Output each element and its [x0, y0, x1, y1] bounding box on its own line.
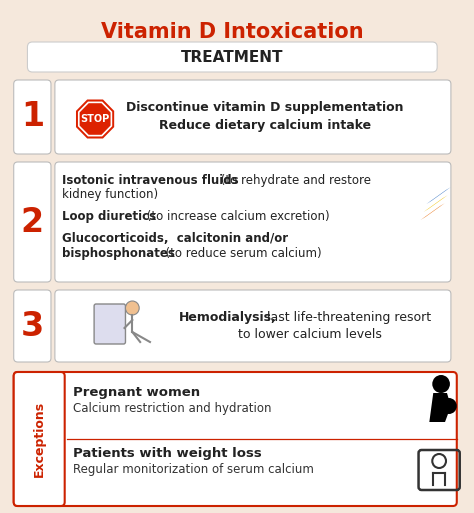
Text: 1: 1	[21, 101, 44, 133]
Text: 3: 3	[21, 309, 44, 343]
FancyBboxPatch shape	[27, 42, 437, 72]
Circle shape	[441, 398, 457, 414]
FancyBboxPatch shape	[14, 372, 457, 506]
Text: bisphosphonates: bisphosphonates	[62, 247, 174, 260]
FancyBboxPatch shape	[14, 80, 51, 154]
Text: Hemodialysis,: Hemodialysis,	[178, 310, 276, 324]
Text: Reduce dietary calcium intake: Reduce dietary calcium intake	[159, 120, 371, 132]
Polygon shape	[427, 187, 451, 204]
Text: last life-threatening resort: last life-threatening resort	[259, 310, 431, 324]
FancyBboxPatch shape	[94, 304, 126, 344]
Text: Exceptions: Exceptions	[33, 401, 46, 477]
FancyBboxPatch shape	[55, 162, 451, 282]
Text: (to increase calcium excretion): (to increase calcium excretion)	[143, 210, 330, 223]
Polygon shape	[423, 195, 447, 212]
Polygon shape	[429, 393, 451, 422]
Circle shape	[432, 375, 450, 393]
Text: STOP: STOP	[81, 114, 109, 124]
Text: 2: 2	[21, 206, 44, 239]
FancyBboxPatch shape	[14, 162, 51, 282]
Text: Regular monitorization of serum calcium: Regular monitorization of serum calcium	[73, 463, 313, 476]
Polygon shape	[74, 98, 116, 140]
Circle shape	[126, 301, 139, 315]
Text: Pregnant women: Pregnant women	[73, 386, 200, 399]
Text: Isotonic intravenous fluids: Isotonic intravenous fluids	[62, 174, 238, 187]
Text: Calcium restriction and hydration: Calcium restriction and hydration	[73, 402, 271, 415]
Text: Discontinue vitamin D supplementation: Discontinue vitamin D supplementation	[126, 102, 403, 114]
Text: Vitamin D Intoxication: Vitamin D Intoxication	[101, 22, 364, 42]
Text: kidney function): kidney function)	[62, 188, 158, 201]
Text: Patients with weight loss: Patients with weight loss	[73, 447, 261, 460]
Polygon shape	[420, 203, 445, 220]
Text: (to reduce serum calcium): (to reduce serum calcium)	[158, 247, 321, 260]
FancyBboxPatch shape	[55, 290, 451, 362]
Text: Loop diuretics: Loop diuretics	[62, 210, 156, 223]
Text: (to rehydrate and restore: (to rehydrate and restore	[217, 174, 371, 187]
FancyBboxPatch shape	[55, 80, 451, 154]
FancyBboxPatch shape	[14, 290, 51, 362]
FancyBboxPatch shape	[14, 372, 64, 506]
Text: to lower calcium levels: to lower calcium levels	[238, 328, 383, 342]
Text: Glucocorticoids,  calcitonin and/or: Glucocorticoids, calcitonin and/or	[62, 232, 288, 245]
Text: TREATMENT: TREATMENT	[181, 49, 283, 65]
